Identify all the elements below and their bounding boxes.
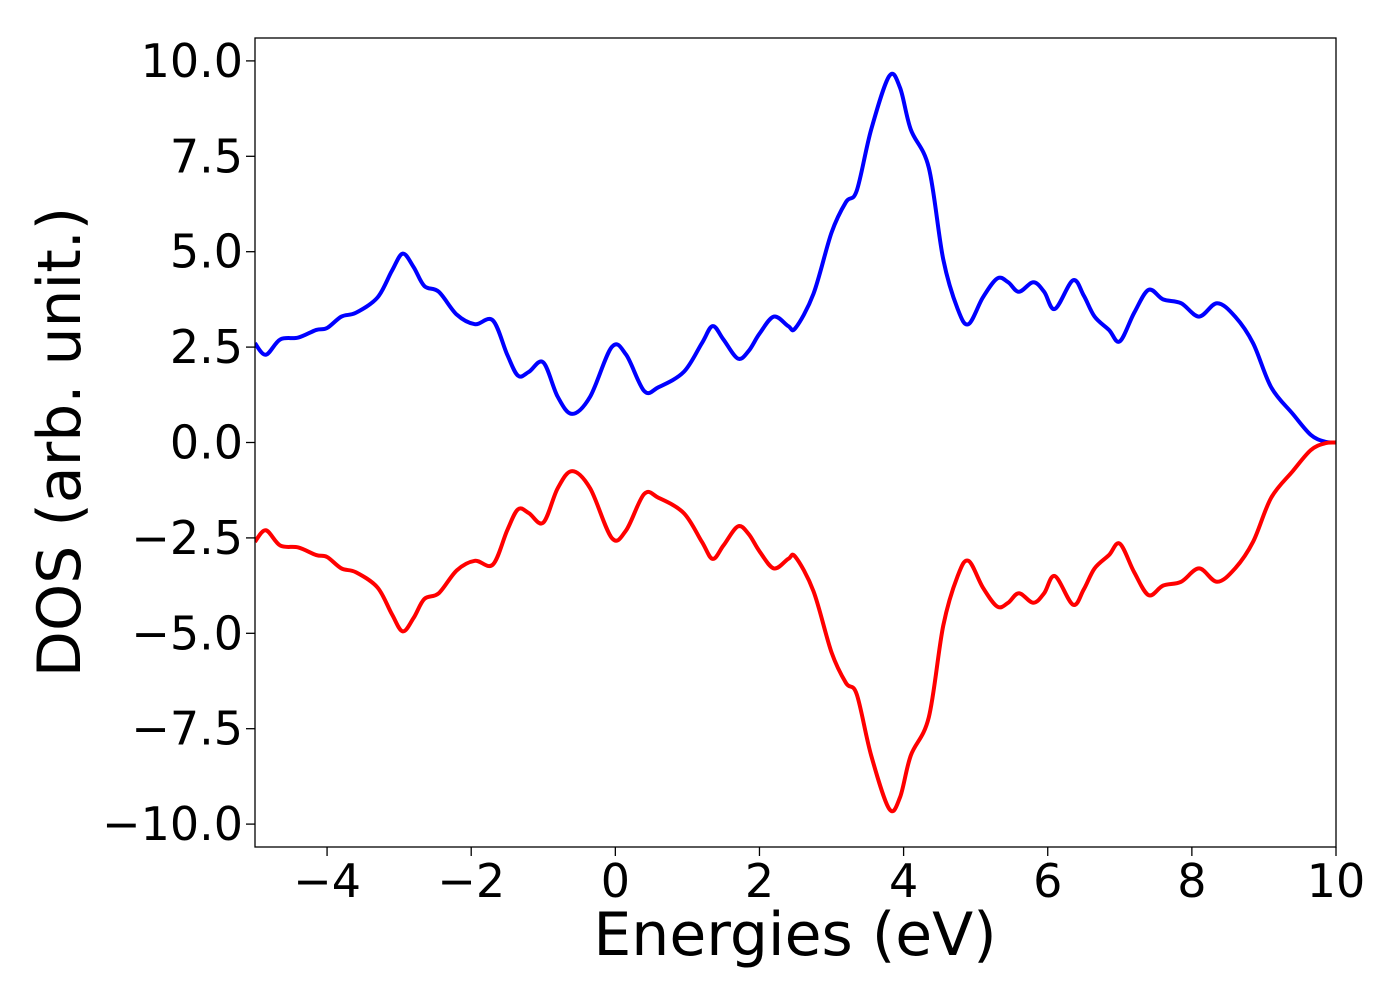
x-tick-label: −2 bbox=[437, 854, 505, 908]
y-axis-title: DOS (arb. unit.) bbox=[25, 207, 95, 677]
x-axis: −4 −2 0 2 4 6 8 10 bbox=[293, 847, 1365, 908]
x-tick-label: 2 bbox=[745, 854, 774, 908]
x-tick-label: −4 bbox=[293, 854, 361, 908]
y-tick-label: 7.5 bbox=[170, 129, 243, 183]
series-line-down bbox=[255, 440, 1336, 814]
y-tick-label: 5.0 bbox=[170, 225, 243, 279]
y-tick-label: 2.5 bbox=[170, 320, 243, 374]
y-axis: 10.0 7.5 5.0 2.5 0.0 −2.5 −5.0 −7.5 −10.0 bbox=[102, 34, 255, 851]
x-tick-label: 8 bbox=[1177, 854, 1206, 908]
series-layer bbox=[255, 71, 1336, 814]
y-tick-label: 0.0 bbox=[170, 416, 243, 470]
y-tick-label: −5.0 bbox=[131, 606, 243, 660]
y-tick-label: 10.0 bbox=[141, 34, 243, 88]
x-tick-label: 6 bbox=[1033, 854, 1062, 908]
x-tick-label: 4 bbox=[889, 854, 918, 908]
y-tick-label: −2.5 bbox=[131, 511, 243, 565]
series-line-up bbox=[255, 71, 1336, 445]
x-tick-label: 10 bbox=[1307, 854, 1366, 908]
y-tick-label: −7.5 bbox=[131, 702, 243, 756]
y-tick-label: −10.0 bbox=[102, 797, 243, 851]
x-axis-title: Energies (eV) bbox=[593, 900, 996, 970]
x-tick-label: 0 bbox=[601, 854, 630, 908]
